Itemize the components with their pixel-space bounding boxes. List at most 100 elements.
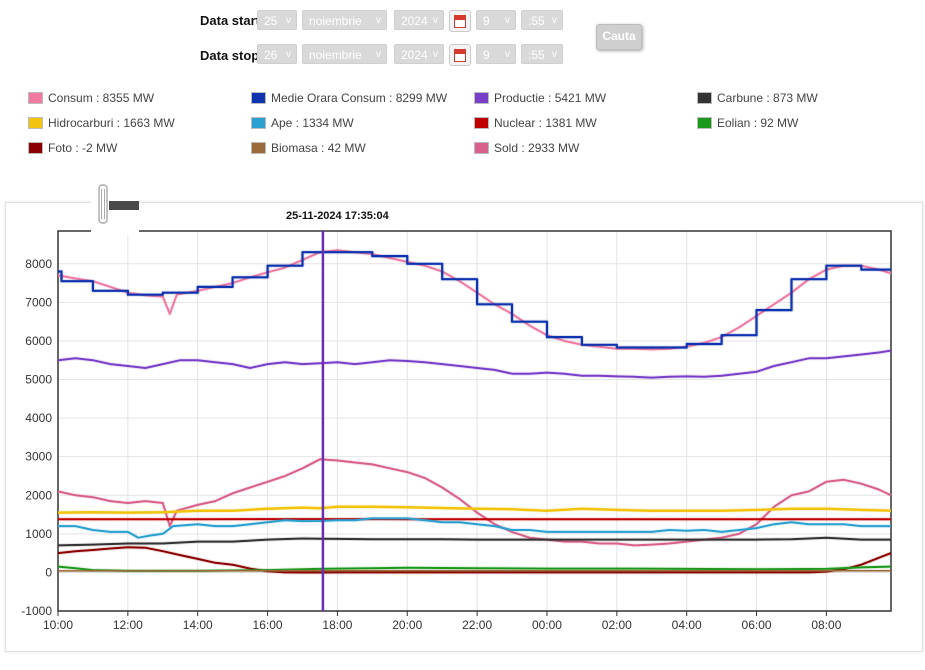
x-tick-label: 14:00 — [183, 618, 213, 632]
chart-svg: -1000 0 1000 2000 3000 4000 5000 6000 7000 8000 10… — [21, 230, 892, 632]
legend-swatch — [28, 92, 43, 104]
drag-handle-icon — [98, 184, 139, 224]
search-button[interactable]: Cauta — [596, 24, 642, 50]
cursor-time-label: 25-11-2024 17:35:04 — [286, 210, 389, 222]
legend-item-foto[interactable]: Foto : -2 MW — [28, 141, 117, 155]
start-hour-value: 9 — [483, 14, 490, 28]
legend-swatch — [697, 92, 712, 104]
legend-swatch — [474, 142, 489, 154]
series-line-medie-orara-consum — [58, 251, 891, 349]
legend-label: Sold : 2933 MW — [494, 141, 580, 155]
x-tick-label: 20:00 — [392, 618, 422, 632]
x-tick-label: 12:00 — [113, 618, 143, 632]
stop-month-select[interactable]: noiembrie v — [302, 44, 387, 64]
legend-item-ape[interactable]: Ape : 1334 MW — [251, 116, 354, 130]
series-line-ape — [58, 517, 891, 539]
chevron-down-icon: v — [286, 49, 291, 60]
x-tick-label: 02:00 — [602, 618, 632, 632]
x-tick-label: 16:00 — [253, 618, 283, 632]
legend-label: Foto : -2 MW — [48, 141, 118, 155]
start-month-select[interactable]: noiembrie v — [302, 10, 387, 30]
chevron-down-icon: v — [552, 49, 557, 60]
legend-item-consum[interactable]: Consum : 8355 MW — [28, 91, 154, 105]
chevron-down-icon: v — [552, 15, 557, 26]
chevron-down-icon: v — [286, 15, 291, 26]
stop-year-value: 2024 — [401, 48, 428, 62]
drag-handle[interactable] — [91, 177, 139, 235]
start-day-select[interactable]: 25 v — [257, 10, 297, 30]
chevron-down-icon: v — [505, 15, 510, 26]
x-tick-label: 10:00 — [43, 618, 73, 632]
chevron-down-icon: v — [433, 15, 438, 26]
series-shadow — [58, 516, 891, 540]
start-minute-value: :55 — [528, 14, 545, 28]
y-tick-label: 7000 — [25, 295, 52, 309]
x-tick-label: 08:00 — [811, 618, 841, 632]
stop-year-select[interactable]: 2024 v — [394, 44, 444, 64]
series-line-sold — [57, 458, 892, 547]
chevron-down-icon: v — [433, 49, 438, 60]
series-line-hidrocarburi — [57, 505, 892, 514]
legend-swatch — [251, 92, 266, 104]
stop-day-select[interactable]: 26 v — [257, 44, 297, 64]
x-tick-label: 04:00 — [672, 618, 702, 632]
x-tick-label: 22:00 — [462, 618, 492, 632]
stop-hour-value: 9 — [483, 48, 490, 62]
y-tick-label: 1000 — [25, 527, 52, 541]
stop-day-value: 26 — [264, 48, 278, 62]
legend-label: Medie Orara Consum : 8299 MW — [271, 91, 448, 105]
x-tick-label: 00:00 — [532, 618, 562, 632]
legend-label: Eolian : 92 MW — [717, 116, 799, 130]
legend-item-nuclear[interactable]: Nuclear : 1381 MW — [474, 116, 597, 130]
series-line-consum — [57, 249, 892, 351]
series-line-carbune — [57, 536, 891, 547]
legend-item-eolian[interactable]: Eolian : 92 MW — [697, 116, 798, 130]
legend-item-productie[interactable]: Productie : 5421 MW — [474, 91, 606, 105]
start-minute-select[interactable]: :55 v — [521, 10, 563, 30]
start-year-select[interactable]: 2024 v — [394, 10, 444, 30]
legend-swatch — [251, 117, 266, 129]
legend-item-biomasa[interactable]: Biomasa : 42 MW — [251, 141, 366, 155]
series-shadow — [58, 250, 891, 350]
legend-swatch — [474, 92, 489, 104]
chevron-down-icon: v — [376, 49, 381, 60]
start-calendar-icon[interactable] — [449, 10, 471, 32]
legend-label: Biomasa : 42 MW — [271, 141, 366, 155]
legend-item-carbune[interactable]: Carbune : 873 MW — [697, 91, 818, 105]
series-line-productie — [57, 349, 892, 379]
stop-calendar-icon[interactable] — [449, 44, 471, 66]
legend-swatch — [28, 117, 43, 129]
y-tick-label: 0 — [45, 565, 52, 579]
stop-minute-select[interactable]: :55 v — [521, 44, 563, 64]
y-tick-label: 8000 — [25, 257, 52, 271]
y-tick-label: 5000 — [25, 373, 52, 387]
legend-item-medie-orara-consum[interactable]: Medie Orara Consum : 8299 MW — [251, 91, 447, 105]
series-line-foto — [57, 546, 892, 574]
legend-label: Consum : 8355 MW — [48, 91, 155, 105]
y-tick-label: 3000 — [25, 450, 52, 464]
legend-label: Productie : 5421 MW — [494, 91, 607, 105]
chevron-down-icon: v — [376, 15, 381, 26]
legend-swatch — [697, 117, 712, 129]
y-tick-label: 6000 — [25, 334, 52, 348]
start-year-value: 2024 — [401, 14, 428, 28]
legend-label: Carbune : 873 MW — [717, 91, 818, 105]
series-shadow — [57, 248, 892, 352]
y-tick-label: 4000 — [25, 411, 52, 425]
legend-swatch — [251, 142, 266, 154]
legend-label: Ape : 1334 MW — [271, 116, 354, 130]
chart-panel: -1000 0 1000 2000 3000 4000 5000 6000 7000 8000 10… — [5, 202, 923, 652]
stop-label: Data stop — [200, 48, 260, 63]
y-tick-label: -1000 — [21, 604, 52, 618]
legend-label: Hidrocarburi : 1663 MW — [48, 116, 175, 130]
start-month-value: noiembrie — [309, 14, 362, 28]
legend-item-sold[interactable]: Sold : 2933 MW — [474, 141, 579, 155]
x-tick-label: 06:00 — [742, 618, 772, 632]
y-tick-label: 2000 — [25, 488, 52, 502]
chevron-down-icon: v — [505, 49, 510, 60]
plot-frame — [57, 230, 892, 612]
start-day-value: 25 — [264, 14, 278, 28]
legend-item-hidrocarburi[interactable]: Hidrocarburi : 1663 MW — [28, 116, 175, 130]
